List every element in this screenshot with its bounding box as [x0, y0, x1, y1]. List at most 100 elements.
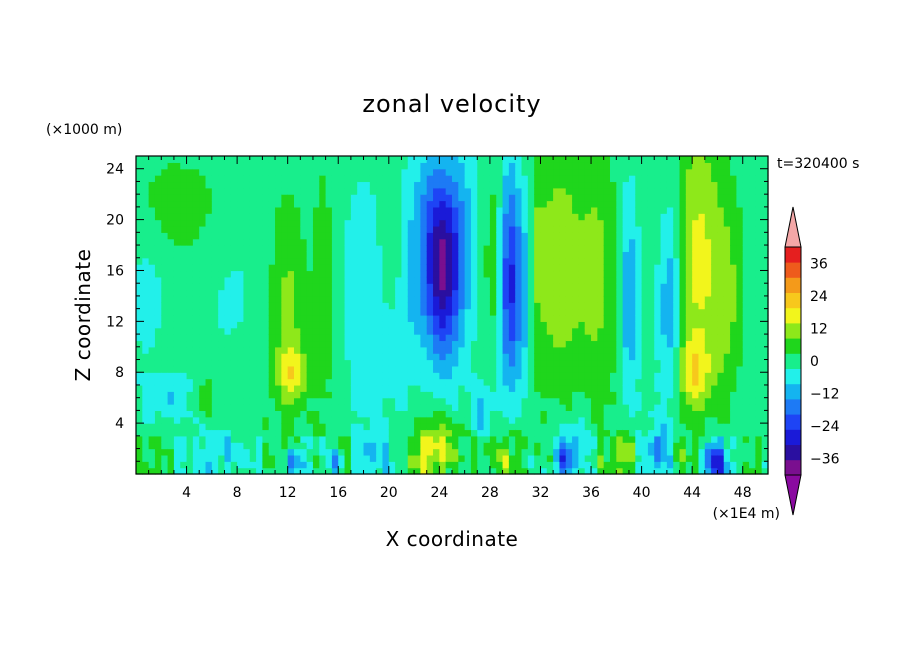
field-cell [489, 308, 497, 316]
field-cell [584, 264, 592, 272]
field-cell [142, 321, 150, 329]
field-cell [363, 245, 371, 252]
field-cell [502, 213, 510, 221]
field-cell [565, 321, 573, 329]
field-cell [698, 372, 706, 380]
field-cell [376, 295, 384, 303]
field-cell [275, 264, 282, 272]
field-cell [256, 340, 263, 348]
field-cell [502, 454, 510, 462]
field-cell [749, 391, 756, 399]
field-cell [578, 327, 586, 335]
field-cell [597, 423, 605, 431]
field-cell [192, 276, 200, 284]
field-cell [369, 225, 377, 233]
field-cell [363, 378, 371, 386]
field-cell [224, 372, 232, 380]
field-cell [458, 448, 466, 456]
field-cell [730, 423, 737, 431]
field-cell [717, 270, 725, 278]
field-cell [148, 162, 156, 170]
field-cell [616, 346, 624, 354]
field-cell [211, 162, 219, 170]
field-cell [616, 283, 624, 291]
field-cell [730, 187, 737, 195]
field-cell [218, 353, 226, 361]
field-cell [363, 359, 371, 367]
field-cell [673, 283, 681, 291]
field-cell [736, 213, 744, 221]
field-cell [616, 187, 624, 195]
field-cell [717, 327, 725, 335]
field-cell [723, 206, 731, 214]
field-cell [723, 404, 731, 411]
field-cell [711, 264, 719, 272]
field-cell [420, 181, 428, 189]
field-cell [167, 238, 175, 246]
field-cell [287, 416, 295, 424]
field-cell [205, 327, 213, 335]
field-cell [477, 276, 485, 284]
field-cell [338, 334, 346, 342]
field-cell [287, 384, 295, 392]
field-cell [610, 232, 617, 240]
field-cell [591, 321, 598, 329]
field-cell [742, 181, 750, 189]
field-cell [534, 175, 542, 183]
field-cell [458, 156, 466, 163]
field-cell [369, 302, 377, 310]
field-cell [749, 372, 756, 380]
field-cell [256, 397, 263, 405]
field-cell [395, 397, 403, 405]
field-cell [622, 194, 630, 202]
field-cell [464, 219, 472, 227]
field-cell [496, 321, 504, 329]
field-cell [426, 276, 434, 284]
field-cell [610, 219, 617, 227]
field-cell [319, 289, 327, 297]
field-cell [553, 346, 561, 354]
field-cell [553, 334, 561, 342]
field-cell [496, 187, 504, 195]
field-cell [711, 378, 719, 386]
field-cell [616, 168, 624, 176]
field-cell [711, 219, 719, 227]
field-cell [401, 340, 409, 348]
field-cell [262, 245, 270, 252]
field-cell [407, 353, 415, 361]
field-cell [401, 270, 409, 278]
field-cell [369, 384, 377, 392]
field-cell [262, 194, 270, 202]
field-cell [736, 391, 744, 399]
field-cell [502, 276, 510, 284]
field-cell [331, 289, 339, 297]
field-cell [597, 340, 605, 348]
field-cell [761, 359, 769, 367]
field-cell [350, 448, 358, 456]
field-cell [717, 251, 725, 259]
field-cell [470, 442, 478, 450]
field-cell [578, 187, 586, 195]
field-cell [635, 245, 643, 252]
field-cell [249, 315, 257, 322]
field-cell [685, 270, 693, 278]
field-cell [502, 410, 510, 418]
field-cell [452, 156, 459, 163]
field-cell [395, 219, 403, 227]
field-cell [477, 289, 485, 297]
field-cell [742, 467, 750, 475]
field-cell [338, 454, 346, 462]
field-cell [154, 264, 162, 272]
field-cell [300, 467, 308, 475]
field-cell [237, 162, 245, 170]
field-cell [647, 397, 655, 405]
field-cell [546, 435, 554, 443]
field-cell [167, 283, 175, 291]
field-cell [439, 232, 447, 240]
field-cell [534, 213, 542, 221]
field-cell [218, 429, 226, 437]
field-cell [325, 410, 333, 418]
field-cell [382, 225, 390, 233]
field-cell [458, 168, 466, 176]
field-cell [553, 264, 561, 272]
